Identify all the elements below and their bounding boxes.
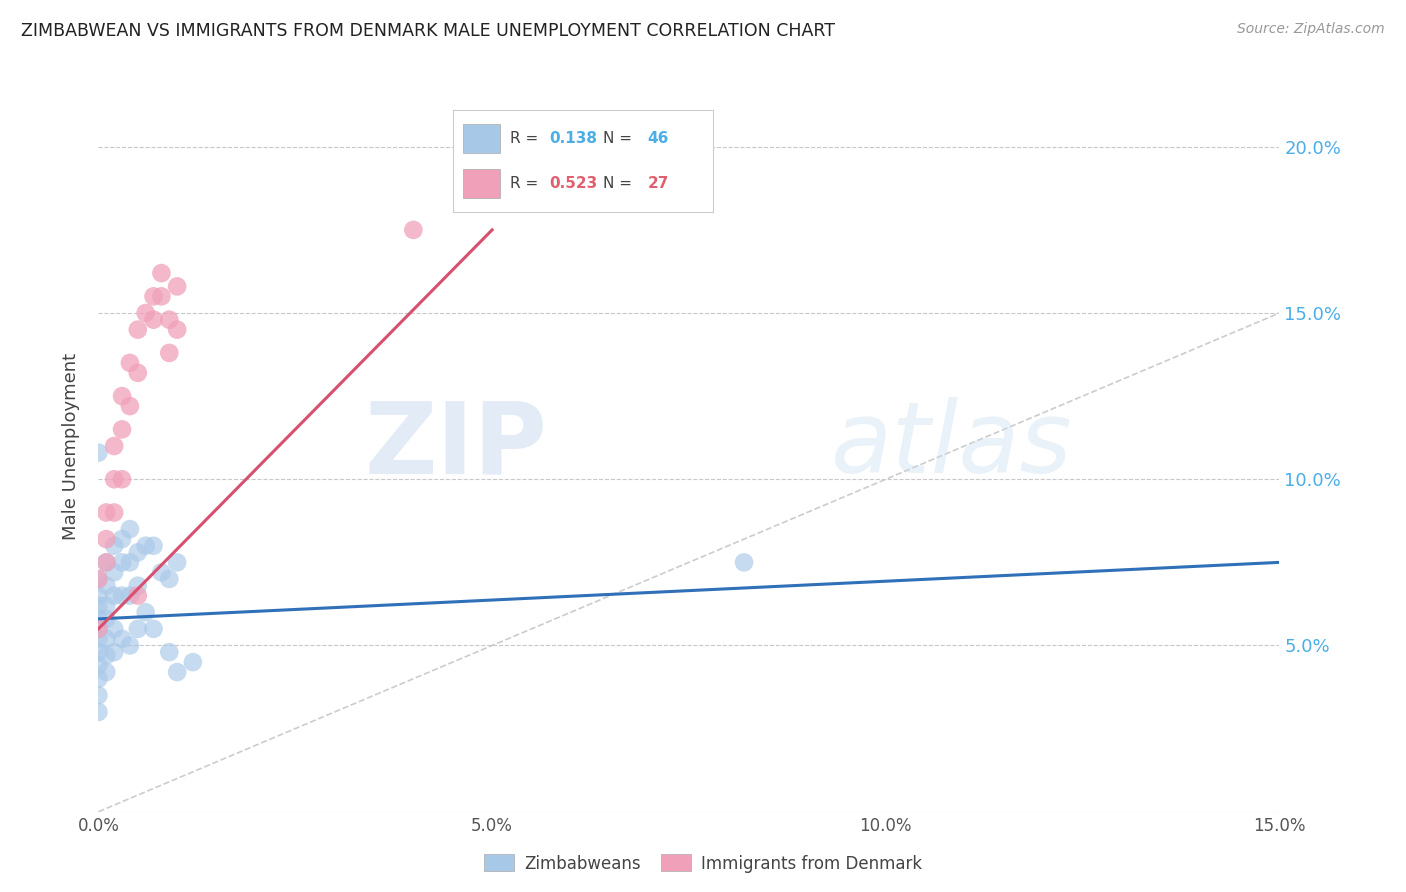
Point [166,555,188,569]
Point [87,572,110,586]
Point [733,555,755,569]
Point [87,572,110,586]
Point [135,539,157,553]
Point [96,612,118,626]
Point [142,622,165,636]
Point [127,589,149,603]
Point [96,506,118,520]
Point [402,223,425,237]
Point [111,389,134,403]
Point [111,422,134,436]
Point [96,579,118,593]
Point [118,356,141,370]
Point [87,672,110,686]
Point [87,622,110,636]
Point [87,599,110,613]
Point [481,189,503,203]
Point [118,589,141,603]
Point [127,622,149,636]
Point [157,312,180,326]
Point [142,312,165,326]
Point [142,289,165,303]
Point [103,566,125,580]
Point [127,366,149,380]
Point [96,648,118,663]
Point [103,472,125,486]
Point [87,622,110,636]
Point [118,555,141,569]
Point [96,599,118,613]
Point [166,665,188,679]
Point [118,522,141,536]
Point [87,689,110,703]
Point [103,622,125,636]
Point [103,506,125,520]
Point [103,439,125,453]
Point [150,266,173,280]
Point [87,645,110,659]
Point [87,705,110,719]
Point [111,472,134,486]
Point [127,323,149,337]
Point [135,306,157,320]
Point [111,632,134,646]
Point [111,589,134,603]
Point [96,555,118,569]
Point [166,323,188,337]
Point [135,605,157,619]
Point [96,632,118,646]
Point [127,579,149,593]
Point [111,532,134,546]
Point [181,655,204,669]
Point [96,555,118,569]
Point [103,645,125,659]
Text: ZIMBABWEAN VS IMMIGRANTS FROM DENMARK MALE UNEMPLOYMENT CORRELATION CHART: ZIMBABWEAN VS IMMIGRANTS FROM DENMARK MA… [21,22,835,40]
Point [142,539,165,553]
Point [96,665,118,679]
Point [118,639,141,653]
Legend: Zimbabweans, Immigrants from Denmark: Zimbabweans, Immigrants from Denmark [478,847,928,880]
Text: atlas: atlas [831,398,1073,494]
Text: ZIP: ZIP [364,398,547,494]
Point [87,445,110,459]
Point [111,555,134,569]
Y-axis label: Male Unemployment: Male Unemployment [62,352,80,540]
Point [118,399,141,413]
Point [166,279,188,293]
Point [103,539,125,553]
Point [157,572,180,586]
Point [87,589,110,603]
Point [87,658,110,673]
Point [157,346,180,360]
Point [127,545,149,559]
Point [157,645,180,659]
Point [103,589,125,603]
Text: Source: ZipAtlas.com: Source: ZipAtlas.com [1237,22,1385,37]
Point [150,566,173,580]
Point [87,632,110,646]
Point [150,289,173,303]
Point [87,612,110,626]
Point [96,532,118,546]
